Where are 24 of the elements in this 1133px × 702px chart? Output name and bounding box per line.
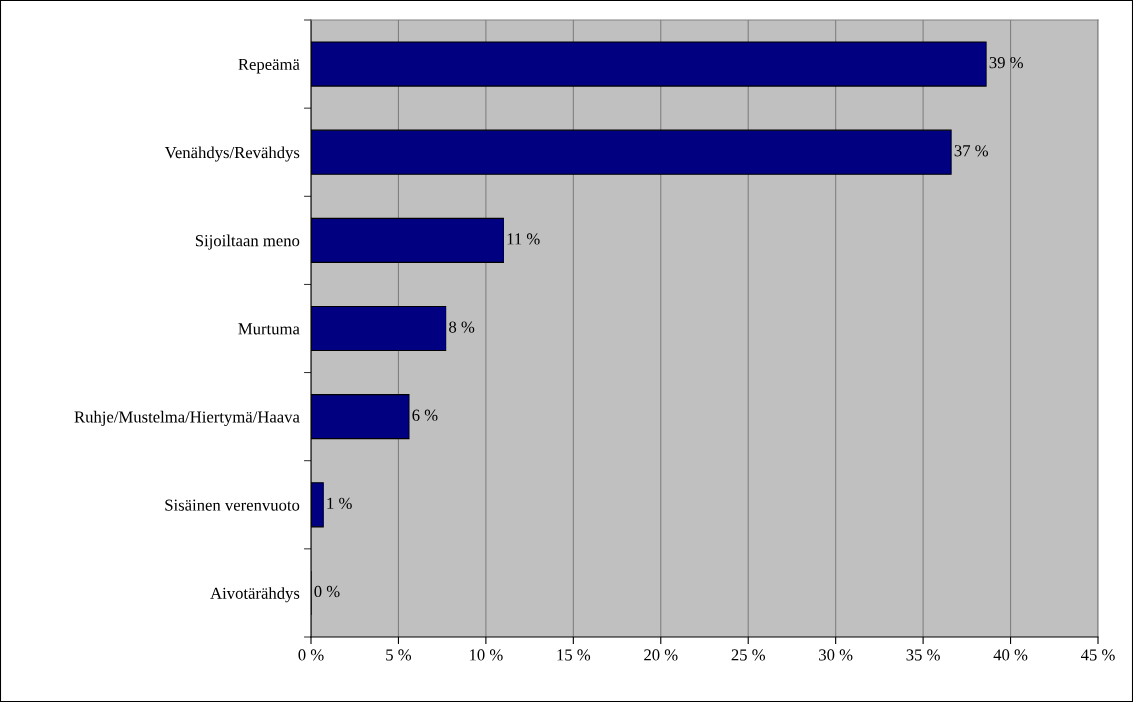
x-tick-label: 25 % — [731, 649, 766, 661]
x-tick-label: 0 % — [298, 649, 324, 661]
x-tick-label: 45 % — [1080, 649, 1115, 661]
x-tick-label: 10 % — [470, 649, 503, 661]
y-tick-label: Ruhje/Mustelma/Hiertymä/Haava — [74, 410, 300, 427]
x-tick-label: 30 % — [819, 649, 853, 661]
x-tick-label: 40 % — [993, 649, 1028, 661]
y-tick-label: Repeämä — [238, 58, 300, 74]
data-label: 11 % — [507, 233, 540, 245]
data-label: 1 % — [327, 497, 352, 510]
x-tick-label: 15 % — [557, 649, 591, 661]
data-label: 37 % — [954, 145, 989, 157]
y-tick-label: Murtuma — [238, 323, 300, 335]
x-tick-label: 35 % — [906, 649, 940, 661]
data-label: 0 % — [314, 585, 340, 598]
y-tick-label: Sisäinen verenvuoto — [165, 499, 300, 511]
y-tick-label: Venähdys/Revähdys — [164, 146, 300, 162]
x-tick-label: 5 % — [386, 649, 412, 661]
y-tick-label: Sijoiltaan meno — [195, 234, 300, 250]
x-tick-label: 20 % — [644, 649, 678, 661]
data-label: 39 % — [989, 57, 1023, 69]
y-tick-label: Aivotärähdys — [210, 587, 300, 603]
data-label: 6 % — [412, 409, 438, 421]
data-label: 8 % — [449, 321, 475, 333]
